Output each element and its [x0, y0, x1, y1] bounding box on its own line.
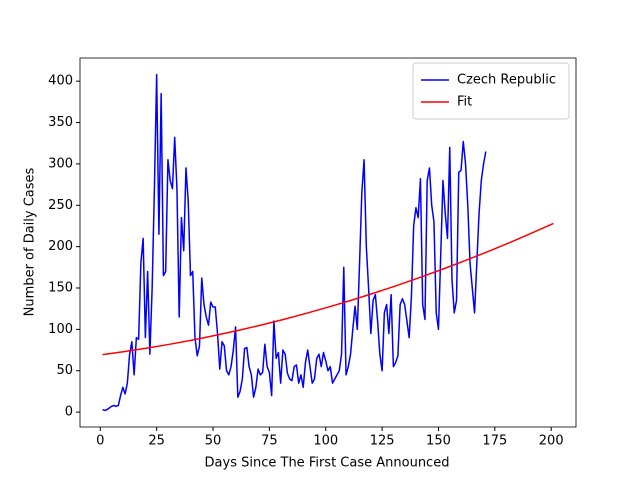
y-tick-label: 50 — [56, 363, 73, 378]
y-tick-label: 400 — [48, 74, 73, 89]
x-tick-label: 150 — [426, 434, 451, 449]
y-tick-label: 250 — [48, 198, 73, 213]
x-tick-label: 200 — [539, 434, 564, 449]
y-tick-label: 350 — [48, 115, 73, 130]
legend-label: Fit — [457, 95, 472, 110]
x-tick-label: 25 — [148, 434, 165, 449]
x-tick-label: 175 — [482, 434, 507, 449]
y-axis-label: Number of Daily Cases — [23, 167, 38, 316]
y-tick-label: 300 — [48, 156, 73, 171]
y-tick-label: 150 — [48, 281, 73, 296]
x-tick-label: 75 — [261, 434, 278, 449]
data-line — [102, 222, 554, 356]
data-line — [102, 73, 487, 412]
legend-label: Czech Republic — [457, 73, 556, 88]
x-tick-label: 0 — [96, 434, 104, 449]
legend-box — [412, 62, 570, 120]
axes-frame — [79, 57, 577, 428]
y-tick-label: 100 — [48, 322, 73, 337]
x-axis-label: Days Since The First Case Announced — [205, 456, 450, 471]
x-tick-label: 100 — [313, 434, 338, 449]
x-tick-label: 125 — [370, 434, 395, 449]
y-tick-label: 0 — [65, 405, 73, 420]
x-tick-label: 50 — [205, 434, 222, 449]
y-tick-label: 200 — [48, 239, 73, 254]
